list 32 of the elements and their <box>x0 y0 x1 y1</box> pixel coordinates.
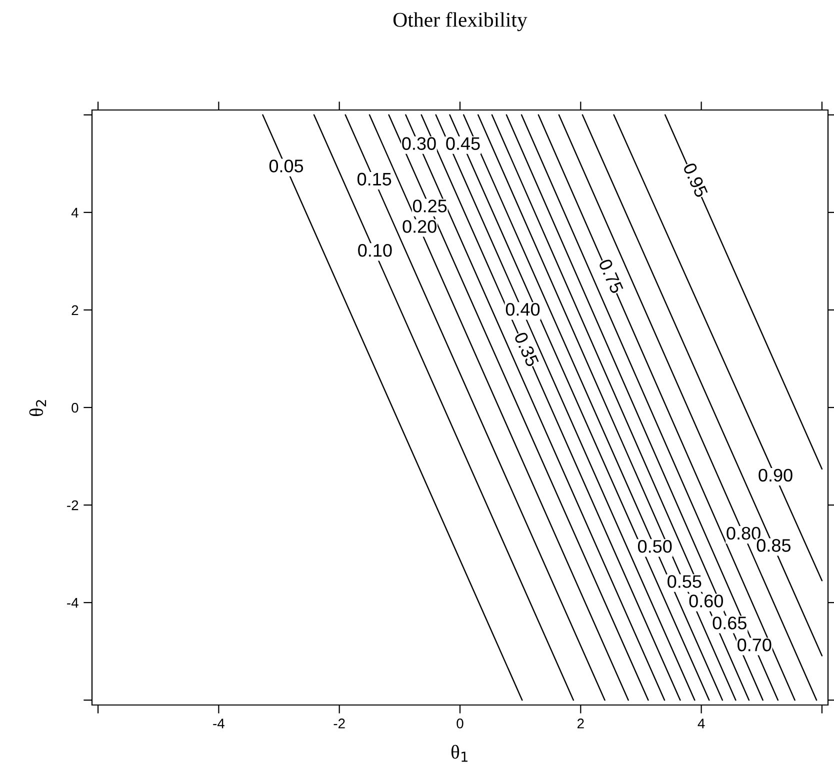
chart-title: Other flexibility <box>393 12 528 32</box>
x-axis-title: θ$_{1}$ <box>451 744 468 762</box>
annotation: 0.10 <box>358 244 392 257</box>
y-tick-label: -4 <box>67 598 78 608</box>
y-tick-label: -2 <box>67 500 78 510</box>
annotation: 0.85 <box>756 539 791 552</box>
annotation: 0.70 <box>738 638 772 652</box>
x-tick-label: 0 <box>456 718 464 728</box>
annotation: 0.25 <box>412 200 447 212</box>
annotation: 0.20 <box>402 220 436 233</box>
y-tick-label: 2 <box>72 305 78 315</box>
annotation: 0.50 <box>638 540 672 553</box>
annotation: 0.05 <box>269 160 304 172</box>
annotation: 0.75 <box>598 258 624 294</box>
annotation: 0.30 <box>402 137 436 150</box>
annotation: 0.35 <box>514 331 540 368</box>
annotation: 0.55 <box>668 575 702 588</box>
annotation: 0.90 <box>758 468 792 482</box>
annotation: 0.15 <box>357 172 392 186</box>
annotation: 0.40 <box>506 302 540 316</box>
x-tick-label: 4 <box>698 718 705 728</box>
annotation: 0.65 <box>712 616 746 630</box>
y-tick-label: 0 <box>72 402 78 413</box>
y-tick-label: 4 <box>71 208 78 218</box>
annotation: 0.45 <box>446 137 480 150</box>
x-tick-label: -4 <box>213 718 224 728</box>
annotation: 0.60 <box>689 594 724 608</box>
x-tick-label: 2 <box>577 718 584 728</box>
annotation: 0.80 <box>726 526 760 540</box>
y-axis-title: θ$_{2}$ <box>29 400 46 416</box>
x-tick-label: -2 <box>334 718 345 728</box>
annotation: 0.95 <box>682 162 708 198</box>
